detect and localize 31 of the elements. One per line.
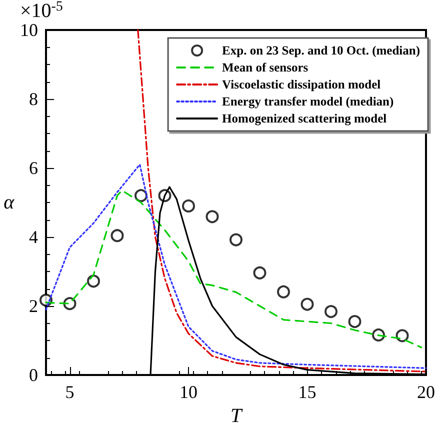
y-tick-label: 0 xyxy=(29,365,38,385)
point xyxy=(87,274,100,288)
point xyxy=(253,266,266,280)
point xyxy=(300,298,314,311)
y-tick-label: 2 xyxy=(29,296,38,316)
point xyxy=(110,229,124,242)
point xyxy=(348,315,362,328)
y-tick-label: 8 xyxy=(29,89,38,109)
legend-label: Homogenized scattering model xyxy=(222,112,388,126)
x-tick-label: 5 xyxy=(65,382,74,402)
point xyxy=(182,199,195,212)
point xyxy=(396,329,409,342)
line-series xyxy=(137,29,427,372)
x-tick-label: 15 xyxy=(298,382,316,402)
legend-label: Viscoelastic dissipation model xyxy=(222,78,382,92)
point xyxy=(277,285,290,298)
point xyxy=(324,305,338,318)
y-tick-label: 6 xyxy=(29,158,38,178)
point xyxy=(206,210,219,224)
point xyxy=(230,233,242,246)
line-series xyxy=(45,164,427,369)
x-tick-label: 20 xyxy=(417,382,435,402)
y-tick-label: 10 xyxy=(20,20,38,40)
y-axis-title: α xyxy=(4,192,15,214)
legend-label: Mean of sensors xyxy=(222,60,308,74)
x-axis-title: T xyxy=(230,404,244,423)
y-tick-label: 4 xyxy=(29,227,38,247)
x-tick-label: 10 xyxy=(180,382,198,402)
legend-label: Energy transfer model (median) xyxy=(222,94,394,108)
point xyxy=(134,189,148,202)
legend-label: Exp. on 23 Sep. and 10 Oct. (median) xyxy=(222,44,420,58)
